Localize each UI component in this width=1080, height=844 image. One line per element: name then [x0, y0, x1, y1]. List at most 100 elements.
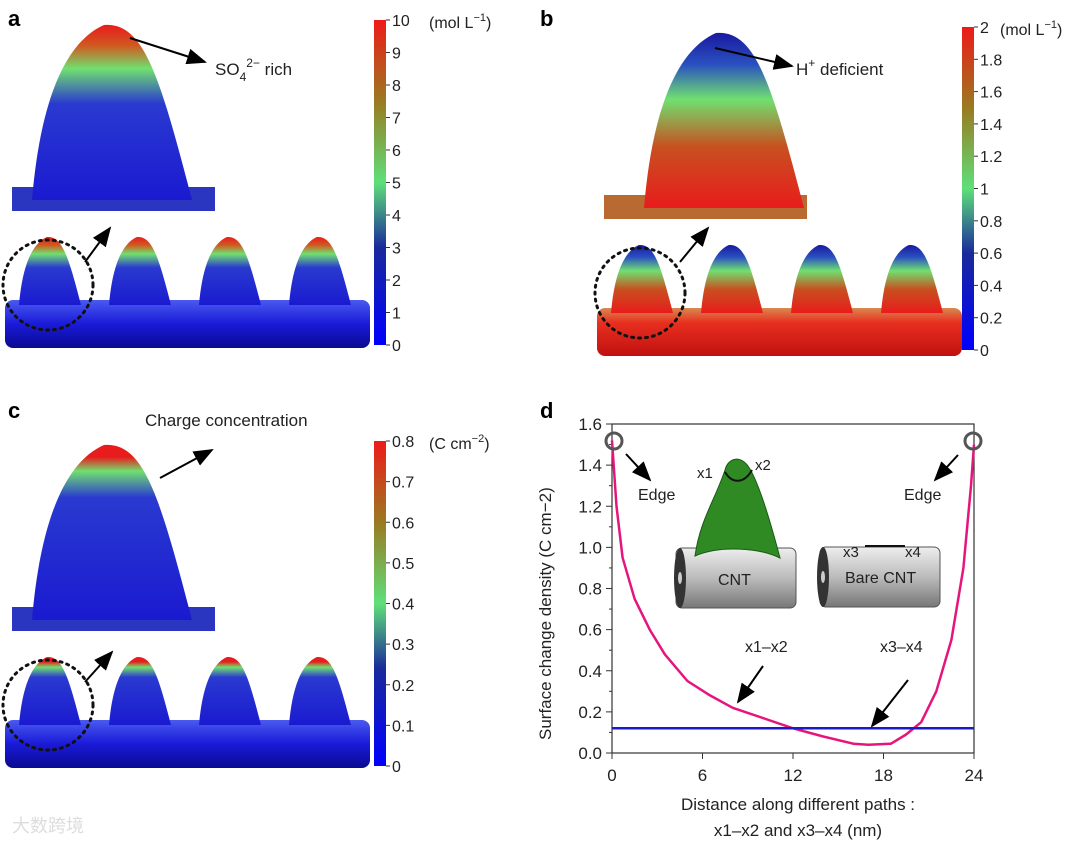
- y-tick-label: 1.4: [578, 456, 602, 475]
- surface-charge-chart: 0.0 0.2 0.4 0.6 0.8 1.0 1.2 1.4 1.6 0 6 12 18 24 x1 x…: [536, 415, 983, 840]
- panel-c-rendering: [1, 444, 370, 768]
- colorbar-tick-label: 9: [392, 46, 401, 63]
- bare-cnt-label: Bare CNT: [845, 570, 916, 587]
- y-tick-label: 0.2: [578, 703, 602, 722]
- y-tick-label: 0.0: [578, 744, 602, 763]
- colorbar-tick-label: 1.8: [980, 52, 1002, 69]
- colorbar-tick-label: 4: [392, 208, 401, 225]
- y-tick-label: 1.6: [578, 415, 602, 434]
- colorbar-tick-label: 0.7: [392, 475, 414, 492]
- zoom-arrow: [679, 226, 710, 263]
- colorbar-tick-label: 0.8: [392, 434, 414, 451]
- colorbar-unit: (mol L−1): [429, 12, 491, 32]
- colorbar-gradient: [962, 27, 974, 350]
- colorbar-tick-label: 7: [392, 111, 401, 128]
- nanostructure-renderings: [1, 24, 962, 768]
- annotation-c: Charge concentration: [145, 411, 308, 430]
- arrow-b: [714, 47, 794, 70]
- colorbar-a: 0 1 2 3 4 5 6 7 8 9 10 (mol L−1): [374, 12, 491, 355]
- y-tick-label: 1.0: [578, 538, 602, 557]
- colorbar-tick-label: 6: [392, 143, 401, 160]
- colorbar-tick-label: 1.6: [980, 85, 1002, 102]
- colorbar-tick-label: 3: [392, 241, 401, 258]
- svg-text:x2: x2: [755, 457, 771, 474]
- x4-label: x4: [905, 544, 921, 561]
- nanorod: [19, 236, 81, 305]
- nanorod: [289, 236, 351, 305]
- inset-bare-cnt: x3 x4 Bare CNT: [817, 544, 941, 608]
- enlarged-nanorod: [32, 24, 192, 201]
- x-tick-label: 12: [784, 766, 803, 785]
- highlight-circle: [1, 238, 95, 332]
- colorbar-tick-label: 0: [392, 759, 401, 776]
- arrow-c: [159, 449, 214, 479]
- colorbar-tick-label: 0.5: [392, 556, 414, 573]
- x-tick-label: 6: [698, 766, 707, 785]
- inset-cnt-with-nanorod: x1 x2 CNT: [674, 457, 797, 609]
- colorbar-tick-label: 0.3: [392, 637, 414, 654]
- colorbar-tick-label: 0: [980, 343, 989, 360]
- svg-text:x1: x1: [697, 465, 713, 482]
- colorbar-tick-label: 2: [980, 20, 989, 37]
- colorbar-gradient: [374, 20, 386, 345]
- nanorod: [199, 236, 261, 305]
- enlarged-nanorod: [32, 444, 192, 620]
- colorbar-tick-label: 5: [392, 176, 401, 193]
- x-tick-label: 18: [874, 766, 893, 785]
- colorbar-tick-label: 10: [392, 13, 410, 30]
- panel-label-a: a: [8, 6, 21, 31]
- y-tick-label: 0.4: [578, 662, 602, 681]
- panel-b-rendering: [593, 32, 962, 356]
- nanorod: [19, 656, 81, 725]
- colorbar-c: 0 0.1 0.2 0.3 0.4 0.5 0.6 0.7 0.8 (C cm−2): [374, 433, 490, 776]
- panel-a-rendering: [1, 24, 370, 348]
- arrow-a: [129, 37, 207, 65]
- annotation-b: H+ deficient: [796, 56, 884, 79]
- x2-label: x2: [755, 457, 771, 474]
- colorbar-tick-label: 0: [392, 338, 401, 355]
- colorbar-tick-label: 1.4: [980, 117, 1002, 134]
- edge-label-left: Edge: [638, 487, 675, 504]
- zoom-arrow: [84, 226, 112, 263]
- colorbar-tick-label: 0.4: [392, 597, 414, 614]
- nanorod: [881, 244, 943, 313]
- nanorod: [611, 244, 673, 313]
- series-label-x3x4: x3–x4: [880, 639, 923, 656]
- nanorod: [289, 656, 351, 725]
- panel-label-b: b: [540, 6, 553, 31]
- nanorod: [791, 244, 853, 313]
- colorbar-tick-label: 1: [980, 182, 989, 199]
- colorbar-tick-label: 2: [392, 273, 401, 290]
- nanorod: [109, 656, 171, 725]
- nanorod: [199, 656, 261, 725]
- panel-label-c: c: [8, 398, 20, 423]
- x3-label: x3: [843, 544, 859, 561]
- y-axis-label: Surface change density (C cm−2): [536, 487, 555, 740]
- watermark: 大数跨境: [12, 816, 84, 836]
- colorbar-tick-label: 8: [392, 78, 401, 95]
- nanotube-cylinder: [5, 300, 370, 348]
- colorbar-tick-label: 0.2: [392, 678, 414, 695]
- colorbars: 0 1 2 3 4 5 6 7 8 9 10 (mol L−1) 0 0.2 0.4 0.6 0.8 1 1.2 1.…: [374, 12, 1062, 776]
- colorbar-tick-label: 0.6: [980, 246, 1002, 263]
- cnt-label: CNT: [718, 572, 751, 589]
- series-label-x1x2: x1–x2: [745, 639, 788, 656]
- x-tick-label: 24: [965, 766, 984, 785]
- edge-marker-left: [604, 431, 624, 451]
- colorbar-tick-label: 0.2: [980, 311, 1002, 328]
- y-tick-label: 0.8: [578, 580, 602, 599]
- highlight-circle: [1, 658, 95, 752]
- y-tick-label: 1.2: [578, 497, 602, 516]
- nanotube-cylinder: [597, 308, 962, 356]
- colorbar-unit: (C cm−2): [429, 433, 490, 453]
- annotation-a: SO42− rich: [215, 56, 292, 84]
- colorbar-tick-label: 0.8: [980, 214, 1002, 231]
- panel-label-d: d: [540, 398, 553, 423]
- nanotube-cylinder: [5, 720, 370, 768]
- colorbar-gradient: [374, 441, 386, 766]
- highlight-circle: [593, 246, 687, 340]
- edge-label-right: Edge: [904, 487, 941, 504]
- colorbar-tick-label: 0.6: [392, 515, 414, 532]
- x-axis-label-line1: Distance along different paths :: [681, 795, 915, 814]
